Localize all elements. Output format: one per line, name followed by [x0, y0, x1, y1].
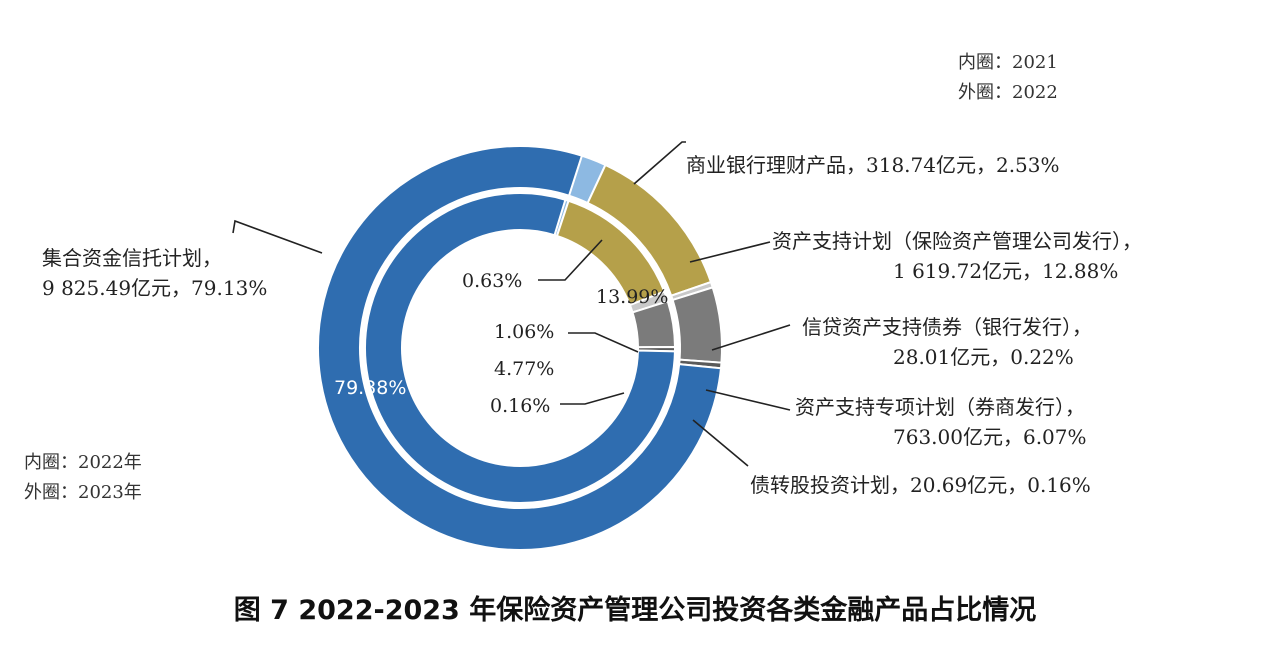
- label-special-plan-inner: 4.77%: [494, 358, 554, 380]
- leader-bank-wmp-inner: [538, 239, 603, 281]
- leader-debt-equity-inner: [560, 392, 625, 405]
- value-credit-abs-outer: 28.01亿元，0.22%: [893, 345, 1074, 369]
- label-credit-abs-outer: 信贷资产支持债券（银行发行），: [802, 315, 1092, 339]
- label-abs-plan-outer: 资产支持计划（保险资产管理公司发行），: [772, 229, 1142, 253]
- value-abs-plan-outer: 1 619.72亿元，12.88%: [893, 259, 1118, 283]
- leader-debt-equity-outer: [692, 419, 749, 467]
- label-bank-wmp-outer: 商业银行理财产品，318.74亿元，2.53%: [686, 153, 1060, 177]
- label-bank-wmp-inner: 0.63%: [462, 270, 522, 292]
- leader-bank-wmp-outer: [633, 141, 686, 185]
- figure-caption: 图 7 2022-2023 年保险资产管理公司投资各类金融产品占比情况: [233, 595, 1037, 626]
- label-debt-equity-outer: 债转股投资计划，20.69亿元，0.16%: [750, 473, 1091, 497]
- donut-chart: 内圈：2021 外圈：2022 内圈：2022年 外圈：2023年 商业银行理财…: [24, 52, 1142, 551]
- leader-special-plan-outer: [705, 389, 791, 411]
- leader-trust-outer: [232, 219, 323, 254]
- value-trust-outer: 9 825.49亿元，79.13%: [42, 276, 267, 300]
- inner-slice-trust: [364, 192, 676, 504]
- leader-credit-abs-inner: [568, 332, 639, 353]
- outer-ring: [317, 145, 723, 551]
- inner-ring: [364, 192, 677, 504]
- leader-abs-plan-outer: [689, 241, 771, 263]
- label-trust-outer: 集合资金信托计划，: [42, 246, 222, 270]
- leader-lines: [232, 141, 791, 467]
- value-special-plan-outer: 763.00亿元，6.07%: [893, 425, 1087, 449]
- legend-bottom-inner: 内圈：2022年: [24, 452, 142, 473]
- label-credit-abs-inner: 1.06%: [494, 321, 554, 343]
- legend-bottom-outer: 外圈：2023年: [24, 482, 142, 503]
- legend-top-outer: 外圈：2022: [958, 82, 1058, 103]
- label-debt-equity-inner: 0.16%: [490, 395, 550, 417]
- label-trust-inner: 79.38%: [334, 377, 406, 399]
- outer-slice-special-plan: [671, 286, 723, 364]
- leader-credit-abs-outer: [711, 324, 791, 351]
- label-special-plan-outer: 资产支持专项计划（券商发行），: [795, 395, 1085, 419]
- label-abs-plan-inner: 13.99%: [596, 286, 668, 308]
- legend-top-inner: 内圈：2021: [958, 52, 1058, 73]
- outer-slice-trust: [317, 145, 723, 551]
